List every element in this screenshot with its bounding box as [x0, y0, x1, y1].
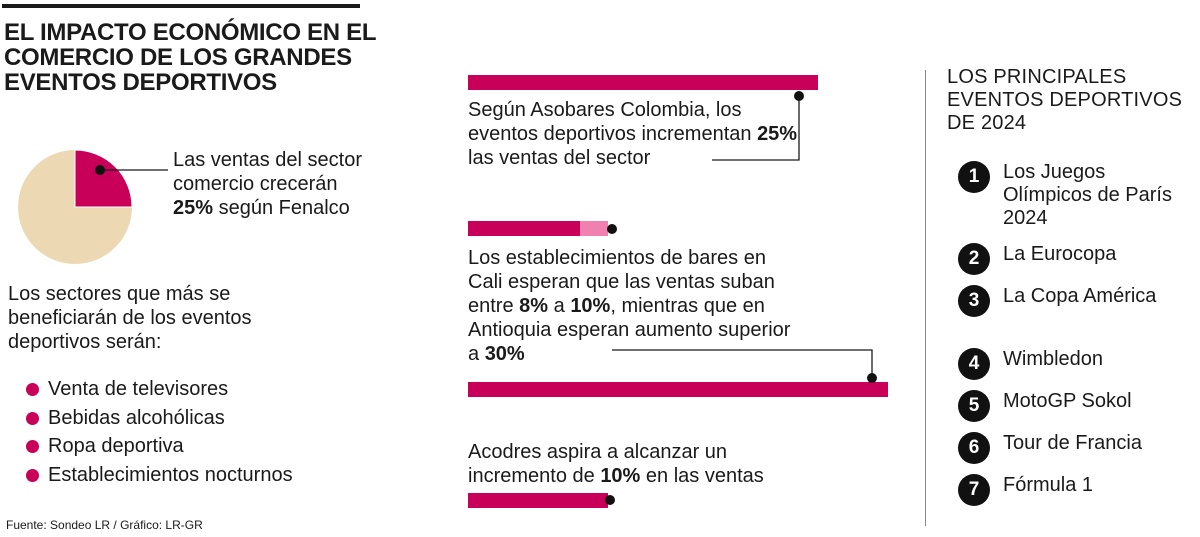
- bullet-dot-icon: [26, 440, 39, 453]
- sector-label: Bebidas alcohólicas: [48, 406, 225, 429]
- sector-item: Bebidas alcohólicas: [26, 404, 293, 433]
- pie-text-after: según Fenalco: [218, 197, 350, 219]
- event-label: Fórmula 1: [1003, 474, 1094, 496]
- bar-antioquia-fill: [468, 382, 888, 397]
- sector-item: Ropa deportiva: [26, 432, 293, 461]
- event-number-badge: 6: [958, 432, 990, 464]
- bullet-dot-icon: [26, 383, 39, 396]
- event-label: MotoGP Sokol: [1003, 390, 1132, 412]
- pie-annotation: Las ventas del sector comercio crecerán …: [173, 148, 373, 220]
- acodres-value: 10%: [600, 465, 641, 487]
- pie-text-before: Las ventas del sector comercio crecerán: [173, 149, 362, 195]
- sector-label: Ropa deportiva: [48, 435, 184, 457]
- bar-antioquia: [468, 382, 888, 397]
- pie-slice-comercio: [74, 149, 133, 208]
- bar-cali-low-fill: [468, 221, 580, 236]
- cali-high-value: 10%: [570, 295, 611, 317]
- event-label: La Copa América: [1003, 285, 1157, 307]
- sectors-intro: Los sectores que más se beneficiarán de …: [8, 283, 252, 353]
- sector-label: Venta de televisores: [48, 378, 229, 400]
- bar-acodres-fill: [468, 493, 608, 508]
- event-label: Tour de Francia: [1003, 432, 1142, 454]
- event-number-badge: 5: [958, 390, 990, 422]
- sector-item: Venta de televisores: [26, 375, 293, 404]
- sector-item: Establecimientos nocturnos: [26, 461, 293, 490]
- event-number-badge: 4: [958, 348, 990, 380]
- acodres-text-after: en las ventas: [645, 465, 764, 487]
- source-credit: Fuente: Sondeo LR / Gráfico: LR-GR: [6, 518, 203, 532]
- page-title: EL IMPACTO ECONÓMICO EN EL COMERCIO DE L…: [4, 19, 376, 96]
- antioquia-value: 30%: [484, 343, 525, 365]
- sector-label: Establecimientos nocturnos: [48, 463, 293, 486]
- cali-low-value: 8%: [519, 295, 549, 317]
- cali-mid-text: a: [553, 295, 565, 317]
- bullet-dot-icon: [26, 468, 39, 482]
- bar-asobares: [468, 75, 818, 90]
- acodres-text-before: Acodres aspira a alcanzar un incremento …: [468, 441, 728, 487]
- event-number-badge: 3: [958, 285, 990, 317]
- events-title: LOS PRINCIPALES EVENTOS DEPORTIVOS DE 20…: [947, 66, 1183, 134]
- event-number-badge: 2: [958, 243, 990, 275]
- cali-text-before: Los establecimientos de bares en Cali es…: [468, 247, 775, 317]
- asobares-text-after: las ventas del sector: [468, 147, 651, 169]
- sectors-list: Venta de televisores Bebidas alcohólicas…: [26, 375, 293, 489]
- event-number-badge: 1: [958, 161, 990, 193]
- cali-text-after: , mientras que en Antioquia esperan aume…: [468, 295, 791, 365]
- bar-cali-high-fill: [580, 221, 608, 236]
- bar-cali: [468, 221, 608, 236]
- asobares-value: 25%: [757, 123, 798, 145]
- asobares-text-before: Según Asobares Colombia, los eventos dep…: [468, 99, 752, 145]
- pie-value: 25%: [173, 197, 214, 219]
- bar-acodres: [468, 493, 608, 508]
- cali-text: Los establecimientos de bares en Cali es…: [468, 246, 798, 366]
- cali-leader-dot: [607, 224, 617, 234]
- pie-chart: [18, 149, 133, 264]
- event-label: Los Juegos Olímpicos de París 2024: [1003, 161, 1172, 229]
- bullet-dot-icon: [26, 411, 39, 425]
- acodres-text: Acodres aspira a alcanzar un incremento …: [468, 440, 798, 488]
- event-label: Wimbledon: [1003, 348, 1104, 370]
- bar-asobares-fill: [468, 75, 818, 90]
- column-divider: [925, 70, 926, 526]
- event-number-badge: 7: [958, 474, 990, 506]
- asobares-text: Según Asobares Colombia, los eventos dep…: [468, 98, 798, 170]
- event-label: La Eurocopa: [1003, 243, 1117, 265]
- title-rule: [2, 4, 360, 8]
